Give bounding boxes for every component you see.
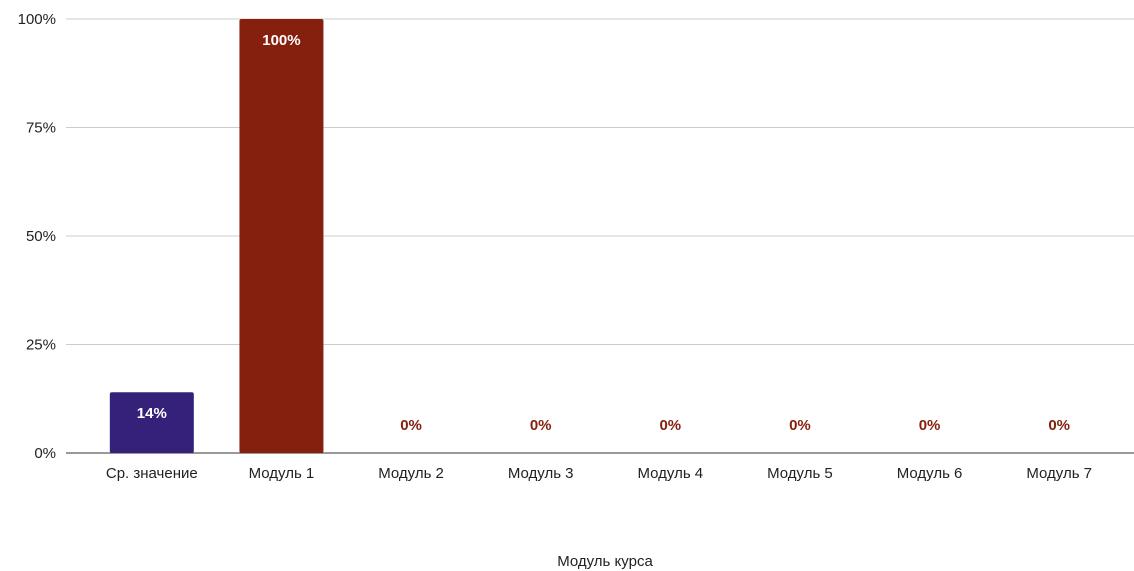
data-label-8: 0% <box>1048 417 1070 434</box>
x-tick-label: Модуль 3 <box>508 465 574 482</box>
x-tick-label: Модуль 4 <box>637 465 703 482</box>
data-label-6: 0% <box>789 417 811 434</box>
x-axis-title: Модуль курса <box>557 553 653 570</box>
x-axis-ticks: Ср. значение Модуль 1 Модуль 2 Модуль 3 Моду… <box>106 465 1092 482</box>
y-tick-label: 0% <box>34 445 56 462</box>
bar-2 <box>239 19 324 453</box>
y-tick-label: 100% <box>18 11 56 28</box>
y-tick-label: 50% <box>26 228 56 245</box>
y-tick-label: 25% <box>26 337 56 354</box>
x-tick-label: Модуль 7 <box>1026 465 1092 482</box>
bar-1 <box>109 392 194 453</box>
x-tick-label: Модуль 6 <box>897 465 963 482</box>
x-tick-label: Модуль 5 <box>767 465 833 482</box>
y-axis-ticks: 0% 25% 50% 75% 100% <box>18 11 56 462</box>
x-tick-label: Модуль 2 <box>378 465 444 482</box>
x-tick-label: Ср. значение <box>106 465 198 482</box>
data-label-2: 100% <box>262 32 300 49</box>
x-tick-label: Модуль 1 <box>249 465 315 482</box>
data-label-4: 0% <box>530 417 552 434</box>
data-label-3: 0% <box>400 417 422 434</box>
data-label-5: 0% <box>659 417 681 434</box>
bars <box>109 19 324 453</box>
gridlines <box>66 18 1134 454</box>
y-tick-label: 75% <box>26 120 56 137</box>
data-labels: 14% 100% 0% 0% 0% 0% 0% 0% <box>137 32 1070 434</box>
data-label-1: 14% <box>137 405 167 422</box>
data-label-7: 0% <box>919 417 941 434</box>
